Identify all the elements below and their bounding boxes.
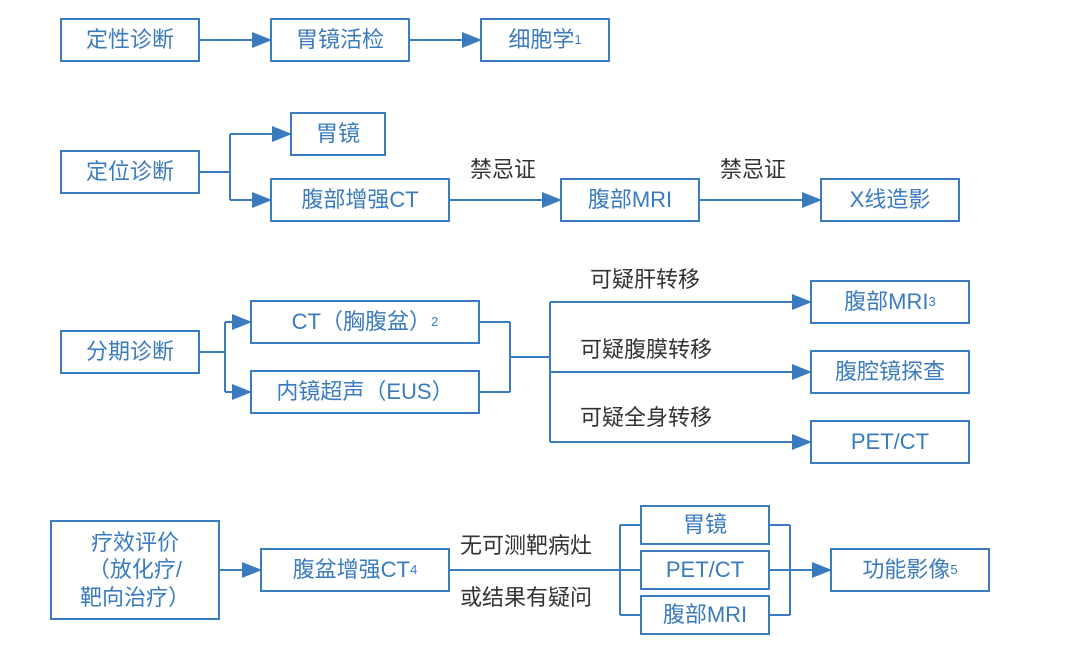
node-text: 腹部MRI [663,601,747,629]
node-text: 疗效评价 （放化疗/ 靶向治疗） [80,529,190,612]
node-text: 定性诊断 [86,26,174,54]
node-text: 腹盆增强CT [293,556,410,584]
node-n15: 疗效评价 （放化疗/ 靶向治疗） [50,520,220,620]
node-n16: 腹盆增强CT4 [260,548,450,592]
node-n11: 内镜超声（EUS） [250,370,480,414]
footnote-marker: 4 [410,562,417,579]
node-text: X线造影 [850,186,931,214]
footnote-marker: 2 [431,314,438,331]
footnote-marker: 5 [950,562,957,579]
node-text: 胃镜 [316,120,360,148]
flowchart-canvas: 定性诊断胃镜活检细胞学1定位诊断胃镜腹部增强CT腹部MRIX线造影分期诊断CT（… [0,0,1080,667]
node-n5: 胃镜 [290,112,386,156]
node-text: 胃镜活检 [296,26,384,54]
edge-label: 或结果有疑问 [460,580,592,612]
edge-label: 禁忌证 [720,152,786,184]
node-n8: X线造影 [820,178,960,222]
edge-label: 可疑腹膜转移 [580,332,712,364]
node-n4: 定位诊断 [60,150,200,194]
node-n6: 腹部增强CT [270,178,450,222]
node-text: CT（胸腹盆） [292,308,431,336]
node-text: PET/CT [851,428,929,456]
edge-label: 可疑肝转移 [590,262,700,294]
edge-label: 可疑全身转移 [580,400,712,432]
node-n18: PET/CT [640,550,770,590]
node-n7: 腹部MRI [560,178,700,222]
node-text: 细胞学 [508,26,574,54]
node-text: 内镜超声（EUS） [276,378,453,406]
node-n20: 功能影像5 [830,548,990,592]
footnote-marker: 3 [928,294,935,311]
node-n9: 分期诊断 [60,330,200,374]
node-text: 腹腔镜探查 [835,358,945,386]
node-text: 腹部MRI [844,288,928,316]
node-text: 功能影像 [862,556,950,584]
node-n10: CT（胸腹盆）2 [250,300,480,344]
node-n3: 细胞学1 [480,18,610,62]
node-n12: 腹部MRI3 [810,280,970,324]
footnote-marker: 1 [574,32,581,49]
edge-label: 无可测靶病灶 [460,528,592,560]
node-n14: PET/CT [810,420,970,464]
node-text: PET/CT [666,556,744,584]
node-text: 分期诊断 [86,338,174,366]
node-n17: 胃镜 [640,505,770,545]
node-text: 腹部MRI [588,186,672,214]
node-n1: 定性诊断 [60,18,200,62]
edge-label: 禁忌证 [470,152,536,184]
node-n2: 胃镜活检 [270,18,410,62]
node-text: 定位诊断 [86,158,174,186]
node-n13: 腹腔镜探查 [810,350,970,394]
node-text: 腹部增强CT [301,186,418,214]
node-n19: 腹部MRI [640,595,770,635]
node-text: 胃镜 [683,511,727,539]
